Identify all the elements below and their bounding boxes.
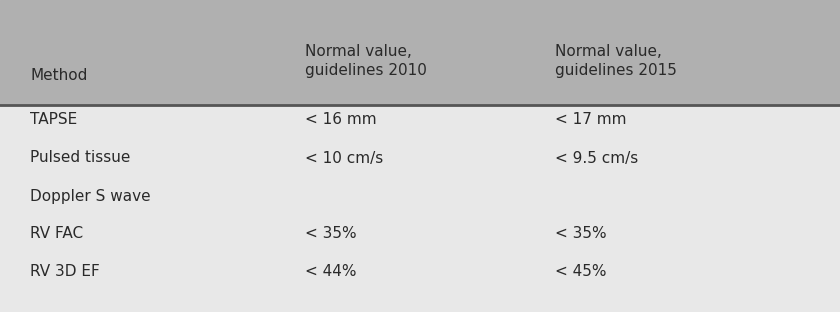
Text: < 10 cm/s: < 10 cm/s	[305, 150, 383, 165]
Text: Normal value,: Normal value,	[305, 45, 412, 60]
Text: guidelines 2015: guidelines 2015	[555, 62, 677, 77]
Text: Method: Method	[30, 67, 87, 82]
Text: < 16 mm: < 16 mm	[305, 113, 376, 128]
Text: < 9.5 cm/s: < 9.5 cm/s	[555, 150, 638, 165]
Text: Pulsed tissue: Pulsed tissue	[30, 150, 130, 165]
Text: Normal value,: Normal value,	[555, 45, 662, 60]
Text: < 44%: < 44%	[305, 265, 356, 280]
Text: < 45%: < 45%	[555, 265, 606, 280]
Bar	[0, 0, 840, 105]
Text: < 17 mm: < 17 mm	[555, 113, 627, 128]
Text: RV FAC: RV FAC	[30, 227, 83, 241]
Text: guidelines 2010: guidelines 2010	[305, 62, 427, 77]
Text: Doppler S wave: Doppler S wave	[30, 188, 150, 203]
Text: < 35%: < 35%	[555, 227, 606, 241]
Text: TAPSE: TAPSE	[30, 113, 77, 128]
Text: < 35%: < 35%	[305, 227, 357, 241]
Text: RV 3D EF: RV 3D EF	[30, 265, 100, 280]
